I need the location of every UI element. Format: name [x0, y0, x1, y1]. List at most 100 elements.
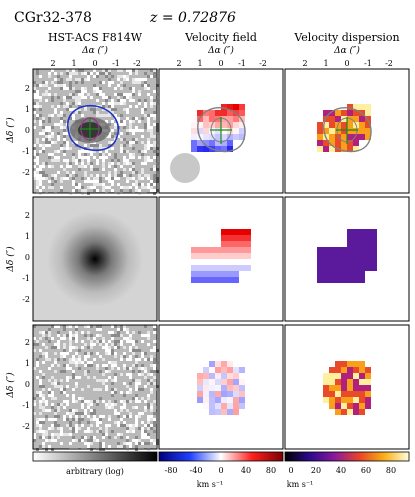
noise-pixel	[126, 358, 129, 361]
noise-pixel	[93, 186, 96, 189]
dispersion-residual-pixel	[335, 361, 341, 367]
noise-pixel	[129, 123, 132, 126]
noise-pixel	[45, 129, 48, 132]
noise-pixel	[126, 373, 129, 376]
noise-pixel	[84, 108, 87, 111]
velocity-residual-pixel	[233, 397, 239, 403]
noise-pixel	[87, 352, 90, 355]
noise-pixel	[69, 93, 72, 96]
noise-pixel	[150, 186, 153, 189]
noise-pixel	[63, 114, 66, 117]
noise-pixel	[141, 129, 144, 132]
noise-pixel	[108, 102, 111, 105]
noise-pixel	[123, 174, 126, 177]
noise-pixel	[102, 436, 105, 439]
noise-pixel	[69, 424, 72, 427]
noise-pixel	[144, 147, 147, 150]
noise-pixel	[60, 370, 63, 373]
noise-pixel	[138, 129, 141, 132]
noise-pixel	[153, 349, 156, 352]
noise-pixel	[120, 358, 123, 361]
noise-pixel	[54, 111, 57, 114]
noise-pixel	[114, 388, 117, 391]
noise-pixel	[81, 156, 84, 159]
noise-pixel	[42, 442, 45, 445]
noise-pixel	[108, 141, 111, 144]
noise-pixel	[69, 343, 72, 346]
dispersion-model-pixel	[359, 259, 365, 265]
noise-pixel	[51, 418, 54, 421]
noise-pixel	[99, 427, 102, 430]
ytick: 0	[25, 126, 30, 135]
noise-pixel	[69, 117, 72, 120]
noise-pixel	[60, 180, 63, 183]
noise-pixel	[87, 385, 90, 388]
velocity-model-pixel	[233, 277, 239, 283]
xtick: 0	[92, 59, 97, 68]
dispersion-model-pixel	[365, 265, 371, 271]
noise-pixel	[150, 135, 153, 138]
noise-pixel	[120, 99, 123, 102]
noise-pixel	[96, 439, 99, 442]
noise-pixel	[144, 81, 147, 84]
noise-pixel	[81, 424, 84, 427]
velocity-model-pixel	[233, 259, 239, 265]
noise-pixel	[48, 388, 51, 391]
noise-pixel	[90, 403, 93, 406]
velocity-pixel	[209, 128, 215, 134]
noise-pixel	[87, 156, 90, 159]
velocity-model-pixel	[245, 253, 251, 259]
noise-pixel	[105, 370, 108, 373]
noise-pixel	[108, 331, 111, 334]
noise-pixel	[108, 370, 111, 373]
panel-frame	[32, 324, 158, 450]
noise-pixel	[114, 325, 117, 328]
noise-pixel	[69, 433, 72, 436]
velocity-model-pixel	[221, 253, 227, 259]
noise-pixel	[90, 186, 93, 189]
noise-pixel	[33, 150, 36, 153]
noise-pixel	[48, 114, 51, 117]
noise-pixel	[60, 186, 63, 189]
noise-pixel	[51, 424, 54, 427]
noise-pixel	[75, 141, 78, 144]
noise-pixel	[138, 156, 141, 159]
noise-pixel	[48, 135, 51, 138]
dispersion-residual-pixel	[365, 373, 371, 379]
noise-pixel	[60, 427, 63, 430]
noise-pixel	[63, 159, 66, 162]
ytick: 2	[25, 84, 30, 93]
velocity-residual-pixel	[239, 379, 245, 385]
noise-pixel	[132, 171, 135, 174]
noise-pixel	[63, 343, 66, 346]
noise-pixel	[96, 183, 99, 186]
noise-pixel	[99, 87, 102, 90]
noise-pixel	[54, 397, 57, 400]
noise-pixel	[51, 186, 54, 189]
velocity-residual-pixel	[221, 391, 227, 397]
noise-pixel	[48, 394, 51, 397]
dispersion-pixel	[365, 128, 371, 134]
noise-pixel	[75, 102, 78, 105]
noise-pixel	[93, 144, 96, 147]
noise-pixel	[117, 135, 120, 138]
velocity-model-pixel	[227, 277, 233, 283]
noise-pixel	[54, 72, 57, 75]
noise-pixel	[123, 346, 126, 349]
noise-pixel	[81, 78, 84, 81]
dispersion-pixel	[329, 140, 335, 146]
dispersion-pixel	[329, 116, 335, 122]
velocity-model-pixel	[203, 253, 209, 259]
dispersion-residual-pixel	[335, 409, 341, 415]
noise-pixel	[108, 72, 111, 75]
noise-pixel	[123, 400, 126, 403]
velocity-model-pixel	[209, 253, 215, 259]
noise-pixel	[84, 325, 87, 328]
velocity-model-pixel	[191, 259, 197, 265]
noise-pixel	[33, 147, 36, 150]
noise-pixel	[93, 90, 96, 93]
dispersion-pixel	[329, 128, 335, 134]
velocity-residual-pixel	[227, 397, 233, 403]
noise-pixel	[123, 156, 126, 159]
dispersion-pixel	[329, 110, 335, 116]
